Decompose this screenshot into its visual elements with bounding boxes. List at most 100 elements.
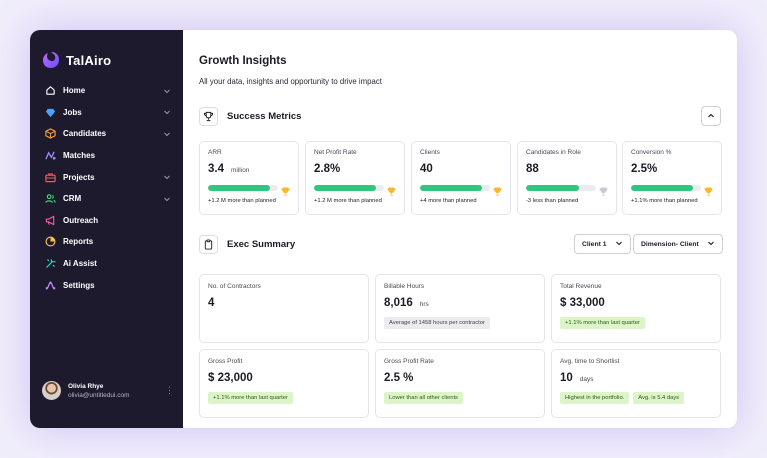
progress-bar [314,184,384,191]
exec-summary-card: Avg. time to Shortlist 10 days Highest in t… [551,349,721,418]
progress-bar [526,184,596,191]
sidebar-item-home[interactable]: Home [30,80,183,102]
exec-value: 2.5 % [384,372,414,384]
metric-card: ARR 3.4 million +1.2 M more than planned [199,141,299,215]
sidebar-item-candidates[interactable]: Candidates [30,123,183,145]
user-info: Olivia Rhye olivia@untitledui.com [68,383,158,399]
exec-summary-card: No. of Contractors 4 [199,274,369,343]
trophy-icon [387,183,396,196]
user-email: olivia@untitledui.com [68,391,130,399]
status-badge: Lower than all other clients [384,392,463,404]
sidebar-item-label: Outreach [63,215,99,225]
sidebar-item-matches[interactable]: Matches [30,145,183,167]
exec-summary-card: Gross Profit Rate 2.5 % Lower than all oth… [375,349,545,418]
brand-name: TalAiro [66,52,112,68]
trophy-icon [704,183,713,196]
progress-row [631,183,713,196]
metric-unit: million [231,167,250,174]
exec-value-row: 2.5 % [384,372,536,384]
matches-icon [44,150,56,162]
sidebar-item-outreach[interactable]: Outreach [30,210,183,232]
progress-row [314,183,396,196]
progress-fill [314,184,377,191]
avatar[interactable] [42,381,61,400]
trophy-icon [281,183,290,196]
status-badge: Average of 1458 hours per contractor [384,317,490,329]
metric-note: +4 more than planned [420,198,477,204]
sidebar-item-label: Settings [63,280,95,290]
metric-label: Clients [420,149,440,156]
progress-bar [208,184,278,191]
status-badge: +1.1% more than last quarter [208,392,293,404]
sidebar-item-label: Jobs [63,107,82,117]
exec-label: Gross Profit Rate [384,358,434,365]
client-filter-dropdown[interactable]: Client 1 [574,234,631,254]
sidebar-item-ai-assist[interactable]: Ai Assist [30,253,183,275]
sidebar-item-crm[interactable]: CRM [30,188,183,210]
progress-row [526,183,608,196]
exec-value: 4 [208,297,215,309]
chevron-down-icon [707,239,715,249]
exec-label: Avg. time to Shortlist [560,358,620,365]
exec-value: $ 23,000 [208,372,253,384]
metric-note: -3 less than planned [526,198,579,204]
progress-fill [208,184,271,191]
metric-value: 3.4 [208,163,224,175]
exec-value: 8,016 [384,297,413,309]
sidebar-item-label: CRM [63,194,82,204]
sidebar-item-label: Matches [63,151,96,161]
app-window: TalAiro Home Jobs Candidates Matches [30,30,737,428]
status-badge: +1.1% more than last quarter [560,317,645,329]
megaphone-icon [44,214,56,226]
metric-value-row: 2.8% [314,163,396,175]
metric-note: +1.2 M more than planned [314,198,382,204]
metric-card: Conversion % 2.5% +1.1% more than planned [622,141,722,215]
exec-summary-card: Billable Hours 8,016 hrs Average of 1458 ho… [375,274,545,343]
settings-icon [44,279,56,291]
metric-value: 88 [526,163,539,175]
metric-label: Conversion % [631,149,672,156]
filter-label: Client 1 [582,240,607,248]
badge-row: +1.1% more than last quarter [560,317,712,329]
metric-label: Candidates in Role [526,149,581,156]
trophy-icon [199,107,218,126]
sidebar-item-label: Projects [63,172,95,182]
chevron-down-icon[interactable] [163,130,171,138]
exec-label: Gross Profit [208,358,243,365]
sidebar-item-label: Ai Assist [63,259,97,269]
status-badge: Highest in the portfolio. [560,392,630,404]
exec-summary-header: Exec Summary [199,235,295,254]
sidebar-item-projects[interactable]: Projects [30,166,183,188]
exec-summary-card: Gross Profit $ 23,000 +1.1% more than last… [199,349,369,418]
metric-label: Net Profit Rate [314,149,357,156]
metric-value: 40 [420,163,433,175]
home-icon [44,85,56,97]
chevron-down-icon[interactable] [163,108,171,116]
metric-value-row: 2.5% [631,163,713,175]
filter-label: Dimension- Client [641,240,699,248]
progress-fill [631,184,694,191]
more-vertical-icon[interactable]: ⋮ [165,385,174,395]
user-profile[interactable]: Olivia Rhye olivia@untitledui.com ⋮ [42,381,174,400]
trophy-icon [599,183,608,196]
trophy-icon [493,183,502,196]
exec-label: No. of Contractors [208,283,261,290]
user-name: Olivia Rhye [68,382,104,390]
exec-summary-card: Total Revenue $ 33,000 +1.1% more than las… [551,274,721,343]
sidebar-item-settings[interactable]: Settings [30,274,183,296]
sidebar-item-label: Reports [63,237,94,247]
sidebar-item-jobs[interactable]: Jobs [30,102,183,124]
chevron-down-icon[interactable] [163,173,171,181]
exec-value-row: 10 days [560,372,712,384]
chevron-down-icon[interactable] [163,195,171,203]
dimension-filter-dropdown[interactable]: Dimension- Client [633,234,723,254]
collapse-button[interactable] [701,106,721,126]
badge-row: +1.1% more than last quarter [208,392,360,404]
chevron-down-icon[interactable] [163,87,171,95]
brand-logo[interactable]: TalAiro [30,30,183,72]
sidebar-item-reports[interactable]: Reports [30,231,183,253]
talairo-logo-icon [42,51,60,69]
box-icon [44,128,56,140]
metric-value-row: 88 [526,163,608,175]
metric-value-row: 40 [420,163,502,175]
